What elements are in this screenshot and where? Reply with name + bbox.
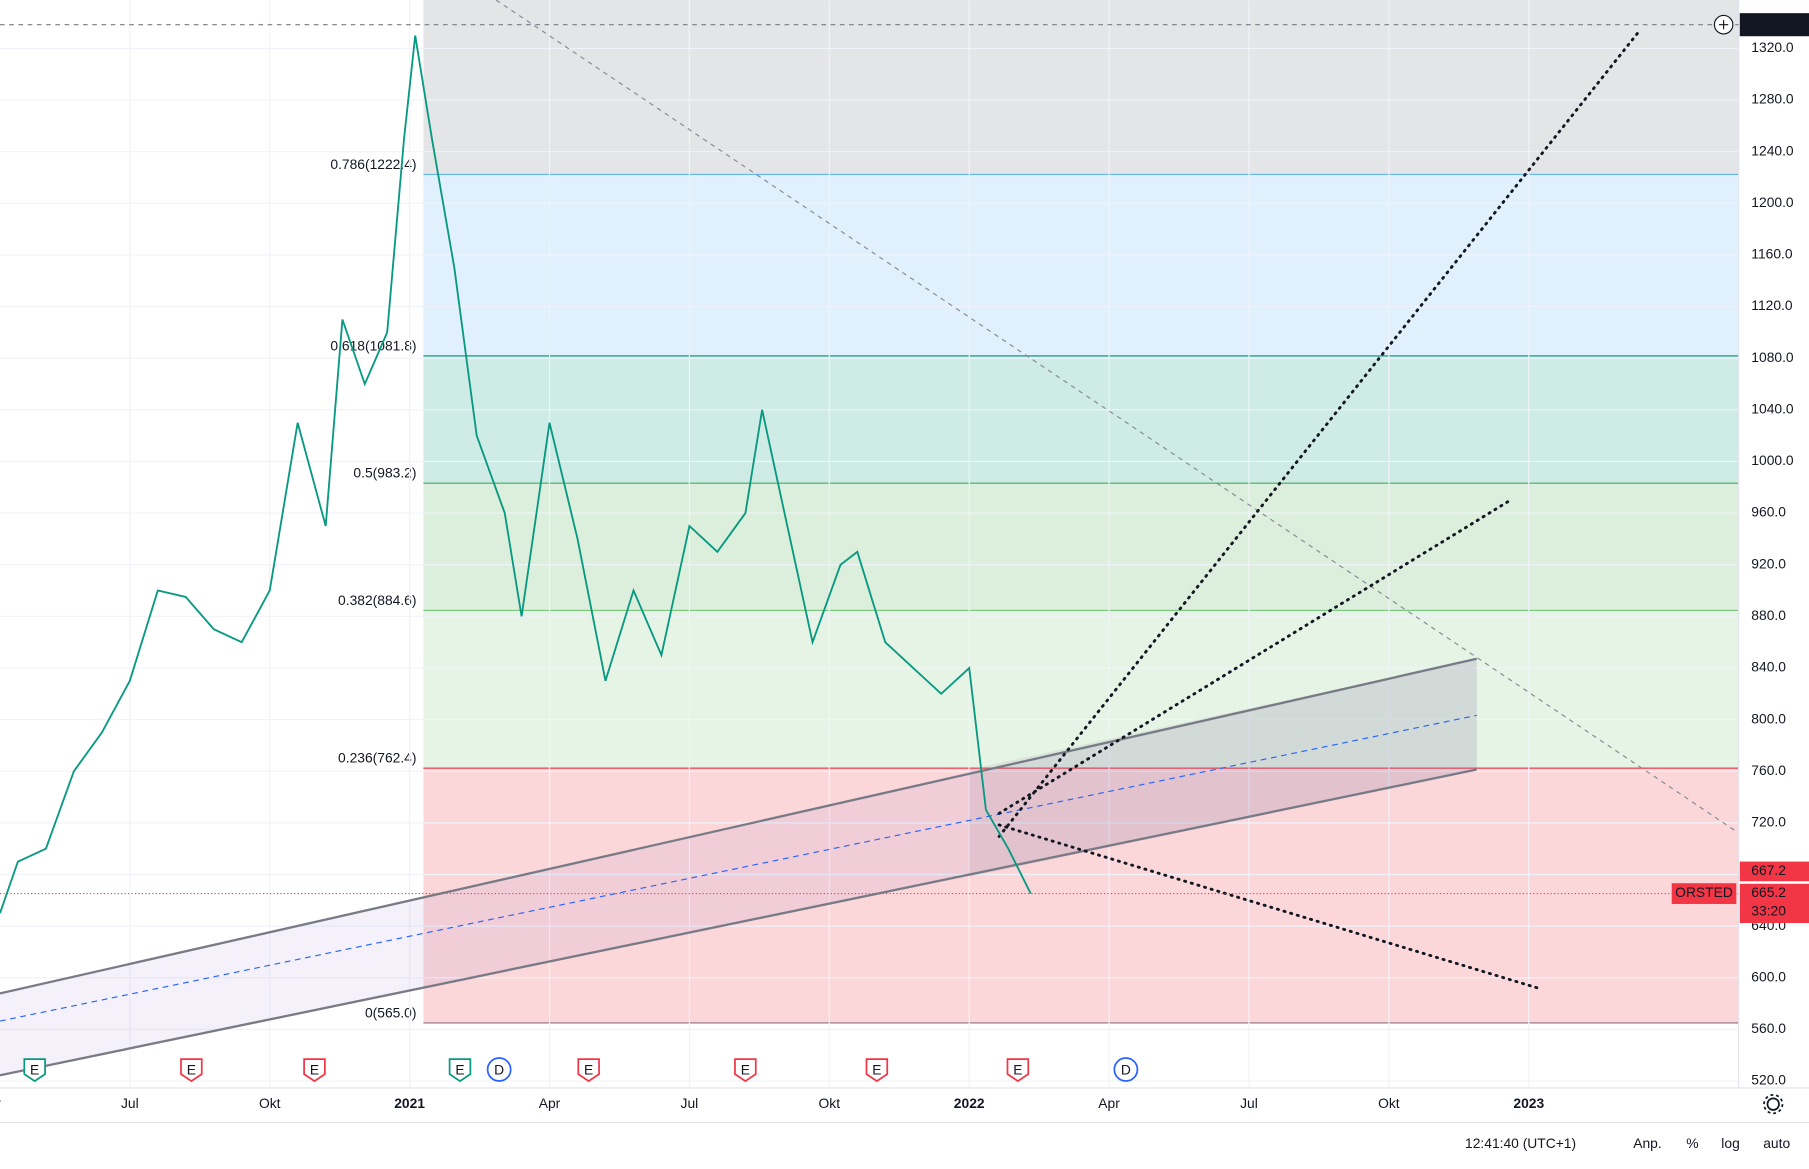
diagonal-dashed: [495, 0, 1739, 834]
price-tag-label: 665.2: [1751, 884, 1786, 900]
event-badge: [448, 1058, 472, 1083]
fib-band: [423, 483, 1739, 611]
x-tick-label: Jul: [121, 1095, 139, 1111]
event-badge: [1006, 1058, 1030, 1083]
y-tick-label: 920.0: [1751, 555, 1786, 571]
crosshair-tag: [1739, 13, 1809, 37]
scale-button[interactable]: auto: [1763, 1135, 1790, 1151]
dotted-line: [997, 30, 1640, 838]
event-label: E: [310, 1061, 319, 1077]
x-tick-label: Jul: [681, 1095, 699, 1111]
y-tick-label: 1160.0: [1751, 246, 1793, 262]
x-tick-label: Okt: [259, 1095, 281, 1111]
event-badge: [23, 1058, 46, 1083]
y-tick-label: 560.0: [1751, 1020, 1786, 1036]
symbol-tag: [1671, 883, 1737, 904]
channel-fill: [0, 658, 1477, 1076]
event-badge: [180, 1058, 203, 1083]
add-icon-plus: [1719, 20, 1729, 30]
y-tick-label: 1320.0: [1751, 39, 1794, 55]
scale-button[interactable]: log: [1721, 1135, 1739, 1151]
price-line: [0, 35, 1032, 914]
crosshair-tag-label: 1338.4: [1751, 15, 1794, 31]
x-tick-label: 2023: [1513, 1095, 1544, 1111]
y-tick-label: 1000.0: [1751, 452, 1794, 468]
event-label: E: [187, 1061, 196, 1077]
event-badge: [1113, 1057, 1139, 1082]
fib-level-label: 0.382(884.6): [338, 592, 416, 608]
y-tick-label: 720.0: [1751, 814, 1786, 830]
settings-icon[interactable]: [1763, 1094, 1784, 1115]
fib-level-label: 0.5(983.2): [353, 465, 416, 481]
add-button[interactable]: [1713, 14, 1734, 35]
y-tick-label: 800.0: [1751, 710, 1786, 726]
fib-level-label: 0.618(1081.8): [330, 337, 416, 353]
fib-band: [423, 610, 1739, 769]
event-badge: [303, 1058, 326, 1083]
y-tick-label: 960.0: [1751, 504, 1786, 520]
y-tick-label: 1080.0: [1751, 349, 1794, 365]
event-badge: [577, 1058, 600, 1083]
dotted-line: [997, 823, 1542, 991]
x-tick-label: Apr: [0, 1095, 1, 1111]
time-clock: 12:41:40 (UTC+1): [1465, 1135, 1576, 1151]
event-label: E: [741, 1061, 750, 1077]
y-tick-label: 600.0: [1751, 968, 1786, 984]
price-tag: [1739, 861, 1809, 882]
fib-level-label: 0.236(762.4): [338, 750, 416, 766]
fib-level-label: 0.786(1222.4): [330, 156, 416, 172]
x-tick-label: Okt: [1378, 1095, 1400, 1111]
event-label: E: [1013, 1061, 1022, 1077]
y-tick-label: 1280.0: [1751, 91, 1794, 107]
channel-lower: [0, 768, 1477, 1077]
event-badge: [865, 1058, 889, 1083]
x-tick-label: 2022: [954, 1095, 985, 1111]
y-tick-label: 1240.0: [1751, 142, 1794, 158]
event-badge: [734, 1058, 757, 1083]
y-tick-label: 840.0: [1751, 659, 1786, 675]
price-tag-label: 667.2: [1751, 862, 1786, 878]
fib-band: [423, 174, 1739, 356]
channel-upper: [0, 657, 1477, 995]
y-tick-label: 880.0: [1751, 607, 1786, 623]
scale-button[interactable]: Anp.: [1633, 1135, 1661, 1151]
gear: [1766, 1097, 1780, 1111]
event-label: E: [872, 1061, 881, 1077]
x-tick-label: Apr: [539, 1095, 561, 1111]
event-label: E: [455, 1061, 464, 1077]
fib-band-top: [423, 0, 1739, 175]
y-tick-label: 760.0: [1751, 762, 1786, 778]
grid: [0, 0, 1739, 1088]
event-label: D: [1121, 1061, 1131, 1077]
fib-band: [423, 355, 1739, 484]
channel-middle: [0, 714, 1477, 1022]
dotted-line: [997, 498, 1513, 815]
fib-band: [423, 768, 1739, 1023]
event-label: D: [494, 1061, 504, 1077]
x-tick-label: Apr: [1098, 1095, 1120, 1111]
y-tick-label: 1200.0: [1751, 194, 1794, 210]
price-tags: 1338.4 667.2 665.2 33:20 ORSTED: [0, 13, 1809, 924]
x-tick-label: 2021: [394, 1095, 425, 1111]
event-label: E: [30, 1061, 39, 1077]
fib-level-label: 0(565.0): [365, 1004, 417, 1020]
y-tick-label: 1040.0: [1751, 400, 1794, 416]
symbol-tag-label: ORSTED: [1675, 884, 1733, 900]
drawings: [0, 0, 1739, 1077]
event-label: E: [584, 1061, 593, 1077]
y-tick-label: 1120.0: [1751, 297, 1793, 313]
scale-button[interactable]: %: [1686, 1135, 1698, 1151]
x-tick-label: Jul: [1240, 1095, 1258, 1111]
x-tick-label: Okt: [819, 1095, 841, 1111]
y-tick-label: 520.0: [1751, 1072, 1786, 1088]
countdown-label: 33:20: [1751, 903, 1786, 919]
event-badge: [486, 1057, 512, 1082]
price-tag: [1739, 883, 1809, 924]
